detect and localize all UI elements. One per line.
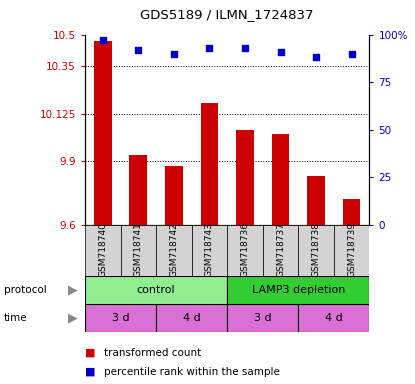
- Text: GDS5189 / ILMN_1724837: GDS5189 / ILMN_1724837: [140, 8, 314, 21]
- Bar: [200, 103, 218, 225]
- Bar: [227, 304, 298, 332]
- Point: [313, 54, 320, 60]
- Text: GSM718741: GSM718741: [134, 222, 143, 277]
- Text: 4 d: 4 d: [325, 313, 343, 323]
- Bar: [298, 304, 369, 332]
- Point: [348, 51, 355, 57]
- Text: GSM718738: GSM718738: [312, 222, 320, 277]
- Point: [135, 47, 142, 53]
- Point: [171, 51, 177, 57]
- Bar: [272, 134, 289, 225]
- Bar: [334, 225, 369, 276]
- Text: GSM718742: GSM718742: [169, 222, 178, 277]
- Bar: [227, 276, 369, 304]
- Bar: [227, 225, 263, 276]
- Text: GSM718736: GSM718736: [240, 222, 249, 277]
- Text: 3 d: 3 d: [254, 313, 271, 323]
- Text: LAMP3 depletion: LAMP3 depletion: [251, 285, 345, 295]
- Text: time: time: [4, 313, 28, 323]
- Text: ▶: ▶: [68, 311, 78, 324]
- Bar: [94, 41, 112, 225]
- Text: transformed count: transformed count: [104, 348, 201, 358]
- Text: control: control: [137, 285, 176, 295]
- Bar: [121, 225, 156, 276]
- Point: [277, 49, 284, 55]
- Bar: [298, 225, 334, 276]
- Bar: [343, 199, 361, 225]
- Text: 3 d: 3 d: [112, 313, 129, 323]
- Text: ▶: ▶: [68, 284, 78, 297]
- Bar: [307, 176, 325, 225]
- Bar: [165, 166, 183, 225]
- Text: 4 d: 4 d: [183, 313, 200, 323]
- Bar: [129, 155, 147, 225]
- Point: [242, 45, 248, 51]
- Text: GSM718743: GSM718743: [205, 222, 214, 277]
- Text: ■: ■: [85, 367, 95, 377]
- Bar: [263, 225, 298, 276]
- Text: GSM718740: GSM718740: [98, 222, 107, 277]
- Point: [100, 37, 106, 43]
- Bar: [156, 304, 227, 332]
- Text: ■: ■: [85, 348, 95, 358]
- Text: percentile rank within the sample: percentile rank within the sample: [104, 367, 280, 377]
- Bar: [236, 129, 254, 225]
- Point: [206, 45, 213, 51]
- Bar: [85, 276, 227, 304]
- Bar: [156, 225, 192, 276]
- Bar: [85, 225, 121, 276]
- Bar: [85, 304, 156, 332]
- Text: protocol: protocol: [4, 285, 47, 295]
- Bar: [192, 225, 227, 276]
- Text: GSM718739: GSM718739: [347, 222, 356, 277]
- Text: GSM718737: GSM718737: [276, 222, 285, 277]
